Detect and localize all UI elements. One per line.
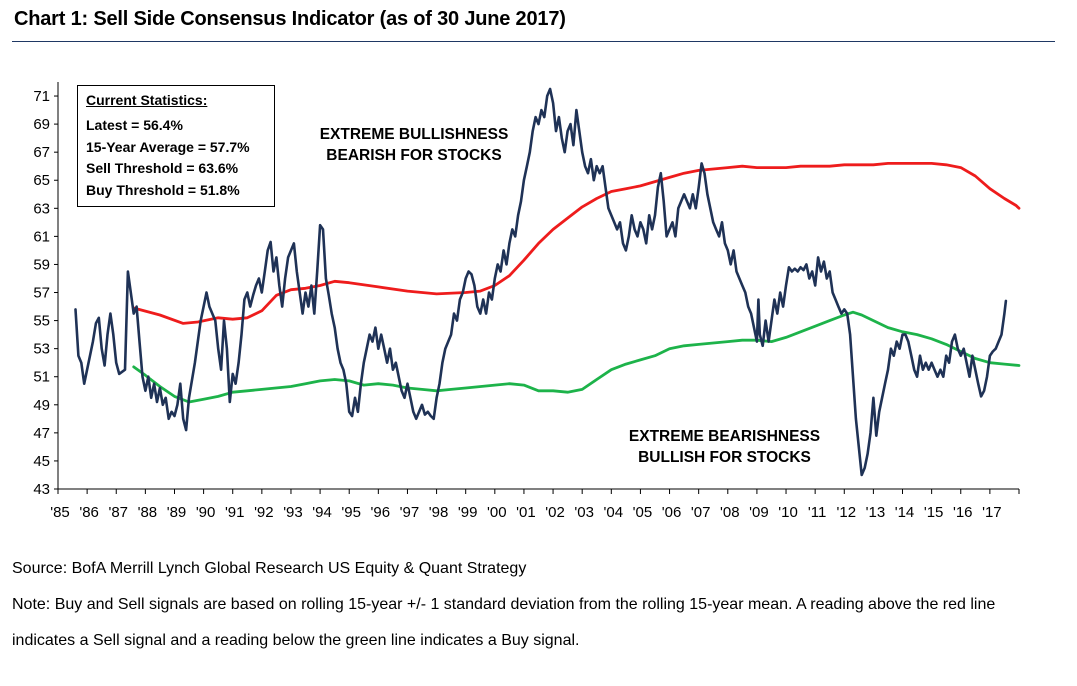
annotation-bullishness: EXTREME BULLISHNESS BEARISH FOR STOCKS: [300, 124, 528, 166]
x-tick-label: '88: [138, 504, 158, 521]
title-divider: [12, 41, 1055, 42]
x-tick-label: '07: [691, 504, 711, 521]
x-tick-label: '03: [574, 504, 594, 521]
sell-threshold-line: [132, 162, 1021, 325]
x-tick-label: '85: [50, 504, 70, 521]
stats-buy-threshold: Buy Threshold = 51.8%: [86, 181, 240, 198]
x-tick-label: '10: [778, 504, 798, 521]
y-tick-label: 57: [33, 285, 50, 302]
buy-threshold-line: [132, 310, 1021, 404]
stats-header: Current Statistics:: [86, 92, 208, 108]
x-tick-label: '14: [895, 504, 915, 521]
stats-average: 15-Year Average = 57.7%: [86, 138, 250, 155]
x-tick-label: '02: [545, 504, 565, 521]
chart-axes: 43 45 47 49 51 53 55 57 59 61 63 65 67 69 71 '85 '86 '87 '…: [33, 82, 1020, 521]
annotation-bearishness-line2: BULLISH FOR STOCKS: [638, 449, 811, 466]
stats-sell-threshold: Sell Threshold = 63.6%: [86, 160, 239, 176]
y-tick-label: 69: [33, 116, 50, 133]
footnote-line-2: indicates a Sell signal and a reading be…: [12, 632, 580, 649]
x-tick-label: '89: [167, 504, 187, 521]
footnote-line-1: Note: Buy and Sell signals are based on …: [12, 596, 996, 613]
x-tick-label: '06: [662, 504, 682, 521]
x-tick-label: '97: [400, 504, 420, 521]
chart-series: [74, 87, 1021, 477]
y-tick-label: 53: [33, 341, 50, 358]
y-tick-label: 45: [33, 453, 50, 470]
indicator-series-line: [74, 87, 1008, 477]
y-tick-label: 47: [33, 425, 50, 442]
y-tick-label: 59: [33, 256, 50, 273]
x-tick-label: '91: [225, 504, 245, 521]
annotation-bearishness-line1: EXTREME BEARISHNESS: [628, 428, 821, 445]
x-tick-label: '00: [487, 504, 507, 521]
y-tick-label: 61: [33, 228, 50, 245]
y-tick-label: 49: [33, 397, 50, 414]
y-tick-label: 65: [33, 172, 50, 189]
x-tick-label: '98: [429, 504, 449, 521]
x-tick-label: '94: [312, 504, 332, 521]
source-note: Source: BofA Merrill Lynch Global Resear…: [12, 560, 527, 577]
y-tick-label: 55: [33, 313, 50, 330]
x-tick-label: '08: [720, 504, 740, 521]
x-tick-label: '09: [749, 504, 769, 521]
y-tick-label: 67: [33, 144, 50, 161]
x-tick-label: '01: [516, 504, 536, 521]
x-tick-label: '86: [79, 504, 99, 521]
x-tick-label: '05: [633, 504, 653, 521]
annotation-bullishness-line1: EXTREME BULLISHNESS: [319, 126, 509, 143]
annotation-bearishness: EXTREME BEARISHNESS BULLISH FOR STOCKS: [607, 426, 842, 468]
current-statistics-box: Current Statistics: Latest = 56.4% 15-Ye…: [77, 85, 275, 207]
x-tick-label: '99: [458, 504, 478, 521]
x-tick-label: '90: [196, 504, 216, 521]
x-tick-label: '15: [924, 504, 944, 521]
x-tick-label: '13: [866, 504, 886, 521]
x-tick-label: '93: [283, 504, 303, 521]
x-tick-label: '04: [604, 504, 624, 521]
x-tick-label: '92: [254, 504, 274, 521]
y-tick-label: 71: [33, 88, 50, 105]
y-tick-label: 51: [33, 369, 50, 386]
stats-latest: Latest = 56.4%: [86, 117, 183, 133]
annotation-bullishness-line2: BEARISH FOR STOCKS: [326, 147, 502, 164]
x-tick-label: '17: [982, 504, 1002, 521]
x-tick-label: '16: [953, 504, 973, 521]
chart-title: Chart 1: Sell Side Consensus Indicator (…: [14, 8, 566, 30]
x-tick-label: '96: [371, 504, 391, 521]
x-tick-label: '11: [808, 504, 826, 521]
x-tick-label: '12: [836, 504, 856, 521]
x-tick-label: '87: [108, 504, 128, 521]
x-tick-label: '95: [341, 504, 361, 521]
y-tick-label: 63: [33, 200, 50, 217]
y-tick-label: 43: [33, 481, 50, 498]
